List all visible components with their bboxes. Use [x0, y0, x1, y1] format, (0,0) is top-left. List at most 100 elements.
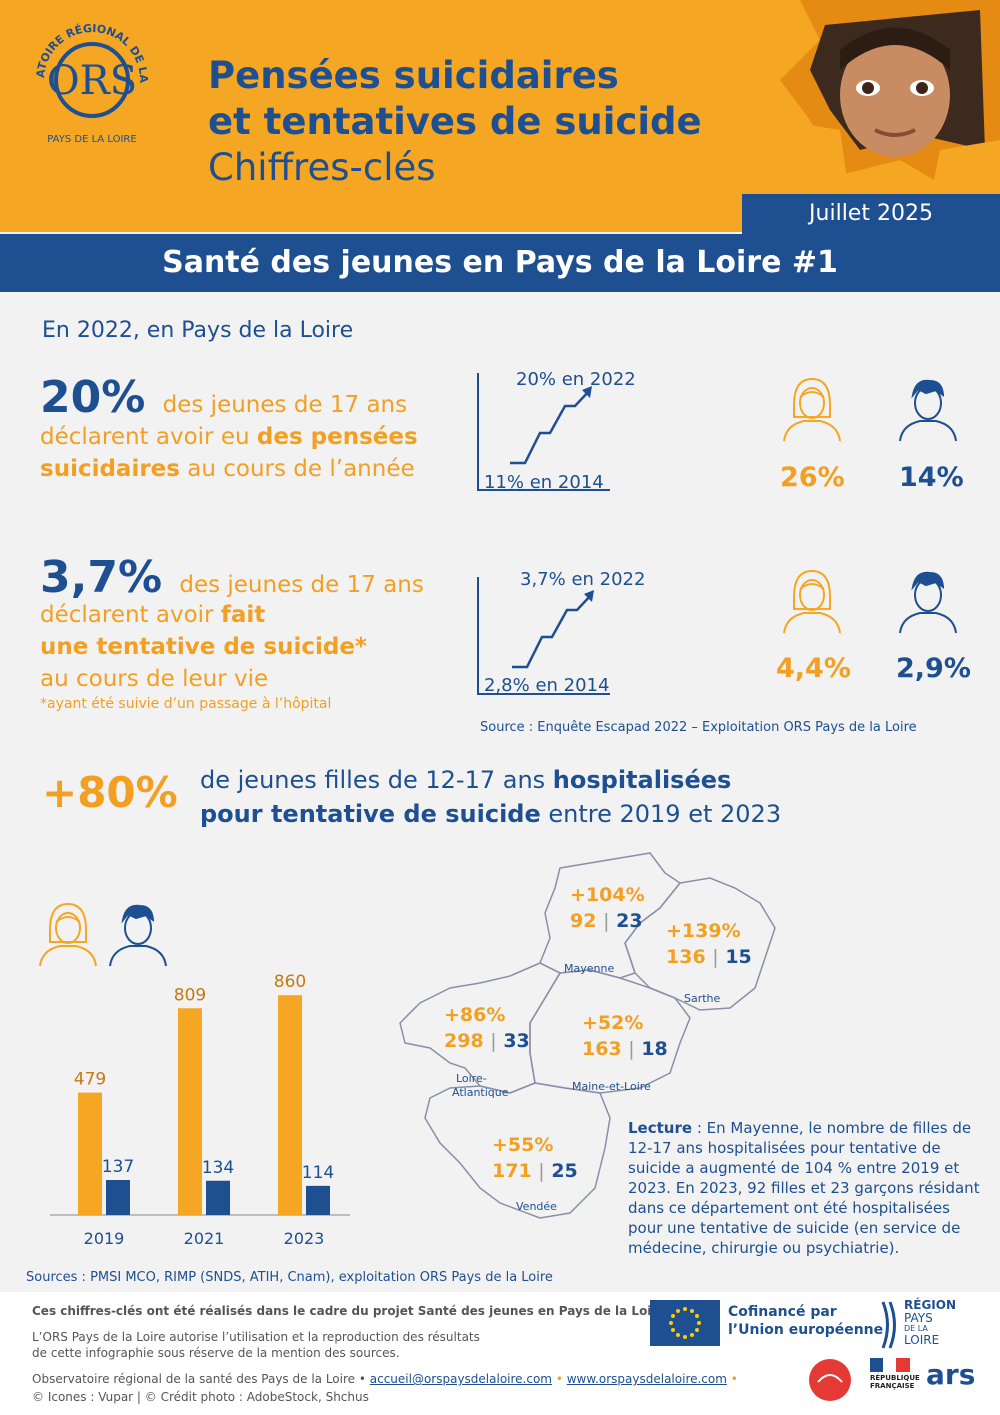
title-line-1: Pensées suicidaires: [208, 54, 619, 97]
stat1-text-c: au cours de l’année: [179, 456, 415, 482]
maine-et-loire-girls: 163: [582, 1038, 622, 1060]
sarthe-girls: 136: [666, 946, 706, 968]
separator: |: [628, 1038, 635, 1060]
stat3-text-b: entre 2019 et 2023: [540, 800, 782, 828]
region-2: PAYS: [904, 1311, 933, 1325]
eu-line2: l’Union européenne: [728, 1322, 884, 1338]
bar-label-2023-boys: 114: [302, 1163, 334, 1183]
maine-et-loire-pct: +52%: [582, 1012, 644, 1034]
vendee-outline: [424, 1082, 611, 1219]
header-photo: [780, 0, 1000, 200]
stat1-text-a: des jeunes de 17 ans: [162, 392, 408, 418]
mayenne-girls: 92: [570, 910, 597, 932]
separator: |: [538, 1160, 545, 1182]
stat2-text-d: au cours de leur vie: [40, 666, 269, 692]
logo-letters: ORS: [47, 58, 137, 104]
maine-et-loire-boys: 18: [641, 1038, 668, 1060]
bar-2023-boys: [306, 1185, 330, 1215]
sarthe-counts: 136 | 15: [666, 946, 752, 968]
loire-atlantique-name-1: Loire-: [456, 1072, 487, 1085]
trend1-line: [510, 389, 591, 465]
stat2-text-c-bold: une tentative de suicide*: [40, 634, 367, 660]
separator: •: [730, 1372, 738, 1386]
trend2-chart: [477, 577, 610, 695]
date-badge: Juillet 2025: [742, 194, 1000, 234]
logo-bottom-text: PAYS DE LA LOIRE: [47, 134, 136, 145]
footer-line3: de cette infographie sous réserve de la …: [32, 1346, 400, 1360]
lecture-text: : En Mayenne, le nombre de filles de 12-…: [628, 1119, 980, 1257]
bar-chart-svg: 479 137 2019 809 134 2021 860 114 2023: [50, 972, 350, 1248]
stat3-text-a: de jeunes filles de 12-17 ans: [200, 766, 553, 794]
lecture-label: Lecture: [628, 1119, 693, 1137]
stat3-value: +80%: [42, 768, 178, 817]
boy-icon: [109, 904, 167, 967]
marianne-logo-icon: [870, 1358, 910, 1372]
source-pmsi: Sources : PMSI MCO, RIMP (SNDS, ATIH, Cn…: [26, 1270, 553, 1285]
year-label-2023: 2023: [284, 1229, 325, 1248]
stat3-line1: de jeunes filles de 12-17 ans hospitalis…: [200, 766, 731, 794]
separator: |: [603, 910, 610, 932]
stat2-text-b-bold: fait: [220, 602, 266, 628]
girl-icon: [783, 569, 841, 634]
separator: |: [490, 1030, 497, 1052]
bar-2021-girls: [178, 1008, 202, 1215]
vendee-boys: 25: [551, 1160, 578, 1182]
subtitle: Chiffres-clés: [208, 146, 436, 189]
stat1-value: 20%: [40, 372, 146, 423]
footer-org: Observatoire régional de la santé des Pa…: [32, 1372, 366, 1386]
stat1-boys: 14%: [899, 462, 964, 493]
trend2-arrow-icon: [584, 590, 594, 602]
stat3-text-b-bold: pour tentative de suicide: [200, 800, 541, 828]
girl-icon: [783, 377, 841, 442]
bar-label-2021-girls: 809: [174, 985, 206, 1005]
source-escapad: Source : Enquête Escapad 2022 – Exploita…: [480, 720, 917, 735]
bar-2021-boys: [206, 1180, 230, 1215]
loire-atlantique-counts: 298 | 33: [444, 1030, 530, 1052]
stat3-line2: pour tentative de suicide entre 2019 et …: [200, 800, 781, 828]
footer-line4: Observatoire régional de la santé des Pa…: [32, 1372, 738, 1386]
trend1-end: 20% en 2022: [516, 369, 636, 390]
website-link[interactable]: www.orspaysdelaloire.com: [566, 1372, 727, 1386]
ars-logo: ars: [926, 1358, 976, 1391]
stat2-text-a: des jeunes de 17 ans: [179, 572, 424, 598]
republique-text: RÉPUBLIQUE FRANÇAISE: [870, 1374, 920, 1390]
email-link[interactable]: accueil@orspaysdelaloire.com: [369, 1372, 552, 1386]
vendee-name: Vendée: [516, 1200, 557, 1213]
bar-2019-boys: [106, 1179, 130, 1215]
eu-flag-icon: [650, 1300, 720, 1346]
year-label-2019: 2019: [84, 1229, 125, 1248]
bar-label-2019-girls: 479: [74, 1070, 106, 1090]
eu-line1: Cofinancé par: [728, 1304, 837, 1320]
section-banner: Santé des jeunes en Pays de la Loire #1: [0, 234, 1000, 292]
trend2-start: 2,8% en 2014: [484, 675, 610, 696]
trend1-arrow-icon: [582, 386, 592, 398]
region-4: LOIRE: [904, 1333, 940, 1347]
stat2-text-b: déclarent avoir: [40, 602, 221, 628]
trend2-end: 3,7% en 2022: [520, 569, 646, 590]
stat2-boys: 2,9%: [896, 653, 971, 684]
bar-label-2021-boys: 134: [202, 1158, 234, 1178]
sarthe-pct: +139%: [666, 920, 741, 942]
maine-et-loire-counts: 163 | 18: [582, 1038, 668, 1060]
stat2-note: *ayant été suivie d’un passage à l’hôpit…: [40, 696, 332, 712]
bar-label-2019-boys: 137: [102, 1157, 134, 1177]
sarthe-name: Sarthe: [684, 992, 721, 1005]
header: ORS OBSERVATOIRE RÉGIONAL DE LA SANTÉ PA…: [0, 0, 1000, 232]
pays-de-la-loire-map: [399, 852, 776, 1219]
stat2-girls: 4,4%: [776, 653, 851, 684]
bar-2023-girls: [278, 995, 302, 1215]
ors-logo: ORS OBSERVATOIRE RÉGIONAL DE LA SANTÉ PA…: [22, 10, 150, 145]
vendee-counts: 171 | 25: [492, 1160, 578, 1182]
stat1-text-b-bold: des pensées: [256, 424, 418, 450]
hospitalisation-bar-chart: 479 137 2019 809 134 2021 860 114 2023: [40, 960, 360, 1260]
region-logo-icon: [881, 1301, 896, 1349]
vendee-pct: +55%: [492, 1134, 554, 1156]
loire-atlantique-girls: 298: [444, 1030, 484, 1052]
bar-2019-girls: [78, 1092, 102, 1215]
mayenne-name: Mayenne: [564, 962, 615, 975]
stat3-text-a-bold: hospitalisées: [552, 766, 732, 794]
footer-line1: Ces chiffres-clés ont été réalisés dans …: [32, 1304, 671, 1318]
loire-atlantique-pct: +86%: [444, 1004, 506, 1026]
year-label-2021: 2021: [184, 1229, 225, 1248]
trend1-start: 11% en 2014: [484, 472, 604, 493]
